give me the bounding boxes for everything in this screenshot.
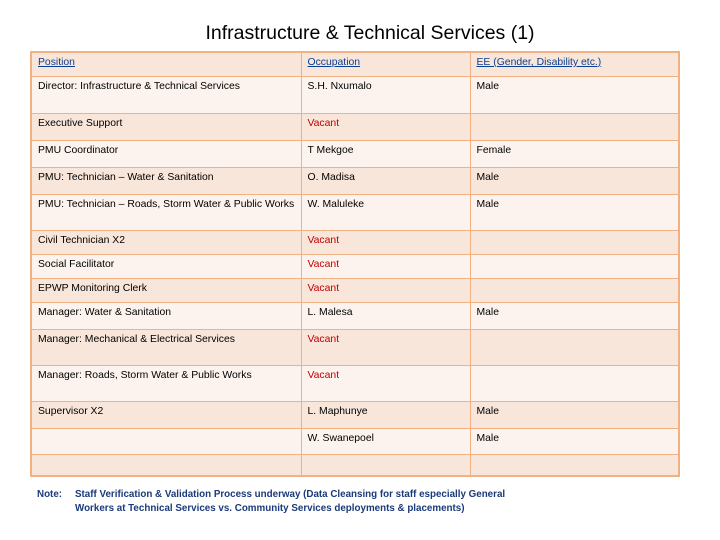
cell-occupation: L. Maphunye (300, 400, 471, 429)
cell-occupation: Vacant (300, 277, 471, 303)
cell-occupation: L. Malesa (300, 301, 471, 330)
cell-ee: Male (469, 301, 680, 330)
cell-position (30, 453, 302, 477)
cell-occupation: Vacant (300, 229, 471, 255)
table-row: EPWP Monitoring Clerk Vacant (30, 277, 680, 303)
cell-position: PMU: Technician – Roads, Storm Water & P… (30, 193, 302, 231)
cell-position: Manager: Roads, Storm Water & Public Wor… (30, 364, 302, 402)
cell-ee: Male (469, 427, 680, 455)
cell-occupation: Vacant (300, 253, 471, 279)
cell-ee (469, 112, 680, 141)
note-line-2: Workers at Technical Services vs. Commun… (75, 503, 465, 514)
cell-occupation: Vacant (300, 328, 471, 366)
table-row: Manager: Mechanical & Electrical Service… (30, 328, 680, 366)
table-row: PMU: Technician – Roads, Storm Water & P… (30, 193, 680, 231)
table-header-row: Position Occupation EE (Gender, Disabili… (30, 51, 680, 77)
table-row: Civil Technician X2 Vacant (30, 229, 680, 255)
cell-ee (469, 229, 680, 255)
cell-ee (469, 364, 680, 402)
table-row (30, 453, 680, 477)
cell-occupation: S.H. Nxumalo (300, 75, 471, 114)
cell-position: Supervisor X2 (30, 400, 302, 429)
cell-occupation: Vacant (300, 364, 471, 402)
cell-occupation: W. Maluleke (300, 193, 471, 231)
cell-position: Director: Infrastructure & Technical Ser… (30, 75, 302, 114)
table-row: Director: Infrastructure & Technical Ser… (30, 75, 680, 114)
cell-ee (469, 328, 680, 366)
table-row: W. Swanepoel Male (30, 427, 680, 455)
cell-position: Social Facilitator (30, 253, 302, 279)
cell-occupation: O. Madisa (300, 166, 471, 195)
note-label: Note: (37, 489, 63, 500)
cell-ee: Male (469, 193, 680, 231)
cell-ee: Female (469, 139, 680, 168)
cell-occupation: W. Swanepoel (300, 427, 471, 455)
cell-position: PMU Coordinator (30, 139, 302, 168)
table-row: Executive Support Vacant (30, 112, 680, 141)
table-row: Manager: Water & Sanitation L. Malesa Male (30, 301, 680, 330)
cell-occupation: Vacant (300, 112, 471, 141)
cell-position: Civil Technician X2 (30, 229, 302, 255)
cell-occupation: T Mekgoe (300, 139, 471, 168)
cell-position: PMU: Technician – Water & Sanitation (30, 166, 302, 195)
cell-ee (469, 253, 680, 279)
header-position[interactable]: Position (30, 51, 302, 77)
cell-ee: Male (469, 166, 680, 195)
table-row: PMU: Technician – Water & Sanitation O. M… (30, 166, 680, 195)
cell-occupation (300, 453, 471, 477)
header-ee[interactable]: EE (Gender, Disability etc.) (469, 51, 680, 77)
cell-ee (469, 453, 680, 477)
table-row: Social Facilitator Vacant (30, 253, 680, 279)
table-row: Supervisor X2 L. Maphunye Male (30, 400, 680, 429)
table-row: PMU Coordinator T Mekgoe Female (30, 139, 680, 168)
note: Note: Staff Verification & Validation Pro… (37, 488, 677, 516)
cell-ee (469, 277, 680, 303)
cell-ee: Male (469, 400, 680, 429)
staff-table: Position Occupation EE (Gender, Disabili… (30, 51, 680, 477)
cell-position (30, 427, 302, 455)
cell-position: Executive Support (30, 112, 302, 141)
cell-position: EPWP Monitoring Clerk (30, 277, 302, 303)
header-occupation[interactable]: Occupation (300, 51, 471, 77)
cell-ee: Male (469, 75, 680, 114)
note-line-1: Staff Verification & Validation Process … (75, 489, 506, 500)
page-title: Infrastructure & Technical Services (1) (205, 22, 535, 44)
table-row: Manager: Roads, Storm Water & Public Wor… (30, 364, 680, 402)
cell-position: Manager: Mechanical & Electrical Service… (30, 328, 302, 366)
cell-position: Manager: Water & Sanitation (30, 301, 302, 330)
